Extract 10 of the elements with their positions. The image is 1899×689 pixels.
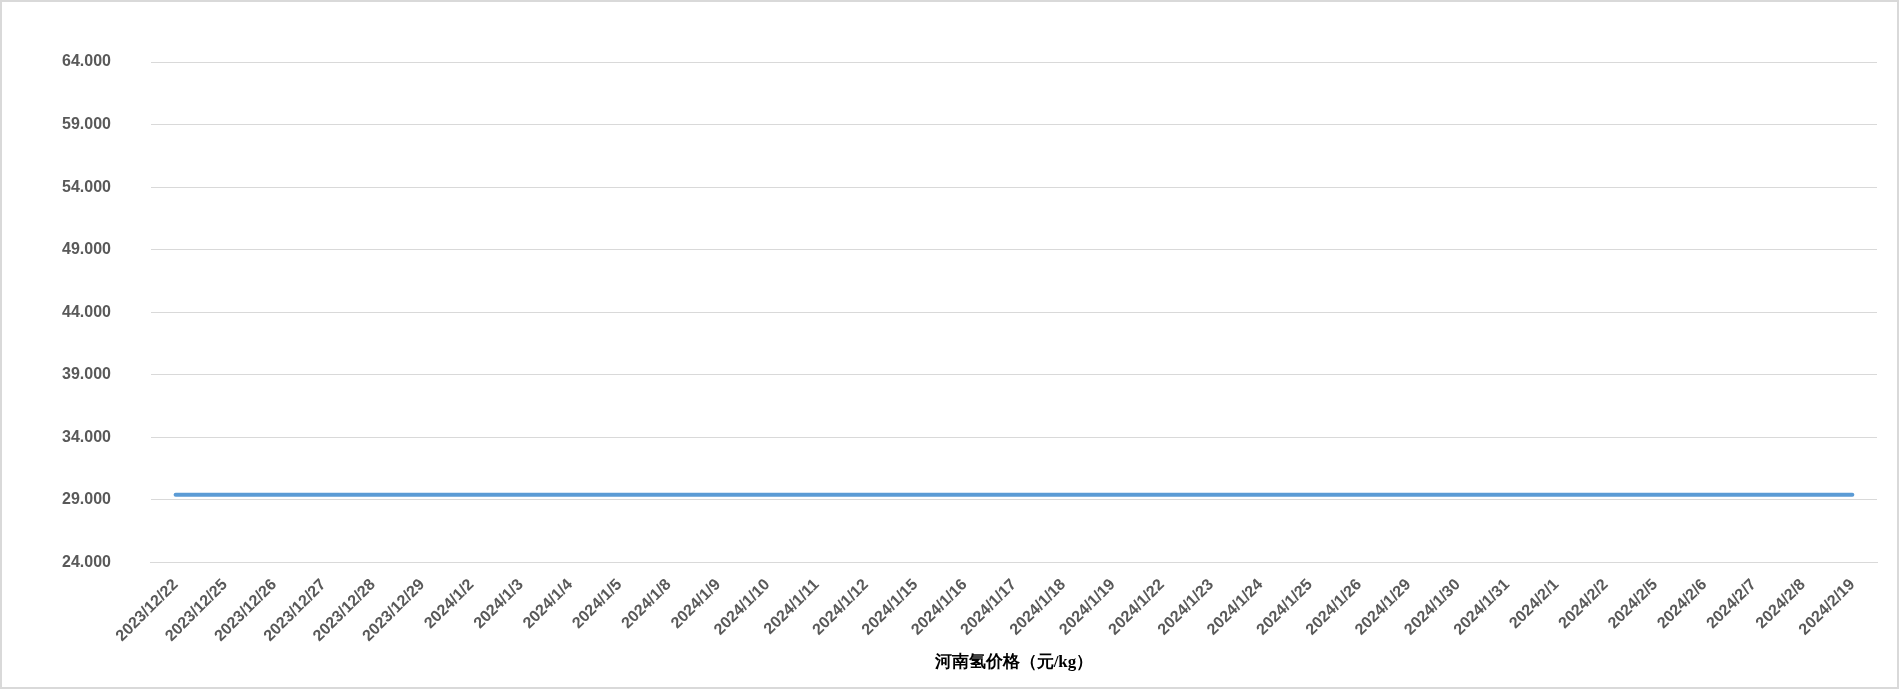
y-tick-label: 54.000 bbox=[62, 177, 112, 195]
y-tick-label: 29.000 bbox=[62, 490, 112, 508]
y-tick-label: 59.000 bbox=[62, 114, 112, 132]
x-axis-title: 河南氢价格（元/kg） bbox=[933, 652, 1094, 672]
y-tick-label: 39.000 bbox=[62, 365, 112, 383]
y-tick-label: 24.000 bbox=[62, 552, 112, 570]
y-tick-label: 44.000 bbox=[62, 302, 112, 320]
y-tick-label: 49.000 bbox=[62, 240, 112, 258]
y-tick-label: 64.000 bbox=[62, 52, 112, 70]
y-tick-label: 34.000 bbox=[62, 427, 112, 445]
